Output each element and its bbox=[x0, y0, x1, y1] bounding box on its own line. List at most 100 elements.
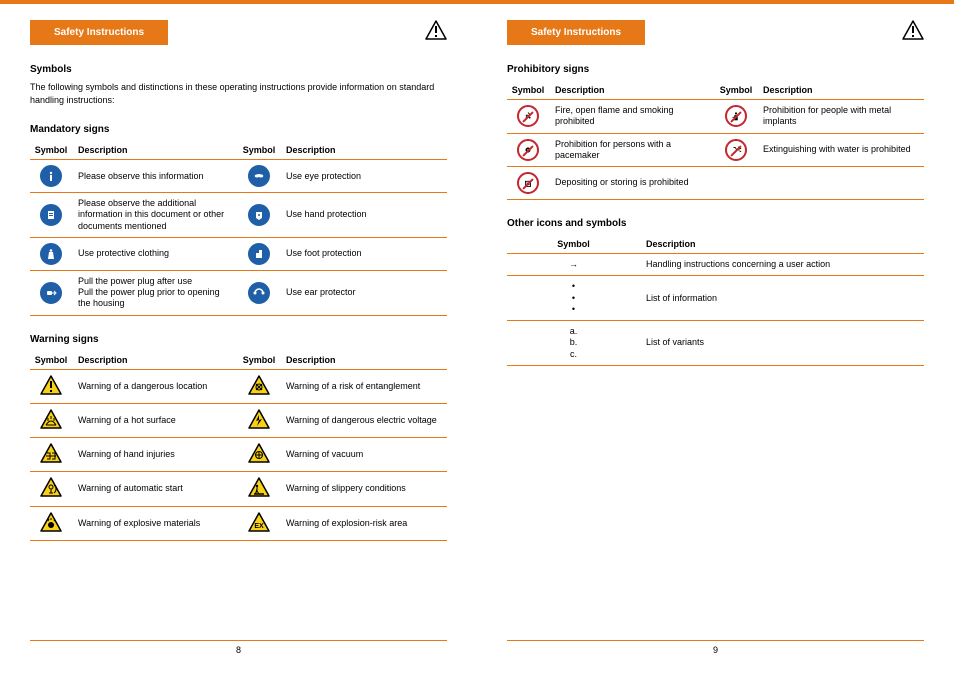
cell-desc: Depositing or storing is prohibited bbox=[555, 167, 715, 200]
mandatory-table: Symbol Description Symbol Description Pl… bbox=[30, 141, 447, 316]
cell-desc: Fire, open flame and smoking prohibited bbox=[555, 100, 715, 134]
cell-desc: Extinguishing with water is prohibited bbox=[763, 133, 924, 167]
warning-sign-icon bbox=[40, 375, 62, 395]
mandatory-sign-icon bbox=[40, 282, 62, 304]
table-row: Warning of explosive materials EX Warning … bbox=[30, 506, 447, 540]
cell-desc: Please observe this information bbox=[78, 160, 238, 193]
cell-desc: Use eye protection bbox=[286, 160, 447, 193]
table-row: •••List of information bbox=[507, 276, 924, 321]
cell-desc: Prohibition for persons with a pacemaker bbox=[555, 133, 715, 167]
prohibition-sign-icon bbox=[725, 105, 747, 127]
cell-desc: Warning of vacuum bbox=[286, 438, 447, 472]
cell-desc: Prohibition for people with metal implan… bbox=[763, 100, 924, 134]
prohibition-sign-icon bbox=[517, 172, 539, 194]
th-symbol: Symbol bbox=[30, 141, 78, 160]
cell-desc: Warning of explosion-risk area bbox=[286, 506, 447, 540]
table-row: Use protective clothing Use foot protecti… bbox=[30, 237, 447, 270]
warning-sign-icon bbox=[248, 375, 270, 395]
mandatory-sign-icon bbox=[40, 165, 62, 187]
header-row: Safety Instructions bbox=[507, 20, 924, 46]
header-tab: Safety Instructions bbox=[507, 20, 645, 45]
cell-desc: List of information bbox=[646, 276, 924, 321]
th-desc2: Description bbox=[286, 351, 447, 370]
table-row: Warning of a hot surface Warning of dange… bbox=[30, 403, 447, 437]
table-row: Please observe the additional informatio… bbox=[30, 193, 447, 238]
th-desc2: Description bbox=[763, 81, 924, 100]
th-symbol2: Symbol bbox=[715, 81, 763, 100]
table-row: Warning of hand injuries Warning of vacuu… bbox=[30, 438, 447, 472]
other-title: Other icons and symbols bbox=[507, 218, 924, 229]
page-right: Safety Instructions Prohibitory signs Sy… bbox=[477, 0, 954, 677]
page-number: 9 bbox=[713, 645, 718, 655]
prohibition-sign-icon bbox=[517, 139, 539, 161]
warning-sign-icon bbox=[40, 443, 62, 463]
cell-desc: Warning of hand injuries bbox=[78, 438, 238, 472]
footer: 9 bbox=[507, 640, 924, 655]
mandatory-sign-icon bbox=[248, 243, 270, 265]
mandatory-sign-icon bbox=[248, 165, 270, 187]
cell-symbol: ••• bbox=[507, 276, 646, 321]
warning-table: Symbol Description Symbol Description Wa… bbox=[30, 351, 447, 541]
cell-desc: Use hand protection bbox=[286, 193, 447, 238]
table-row: Fire, open flame and smoking prohibited P… bbox=[507, 100, 924, 134]
table-row: Prohibition for persons with a pacemaker… bbox=[507, 133, 924, 167]
cell-desc: Please observe the additional informatio… bbox=[78, 193, 238, 238]
cell-desc: Warning of explosive materials bbox=[78, 506, 238, 540]
other-table: Symbol Description →Handling instruction… bbox=[507, 235, 924, 366]
cell-desc: Warning of a risk of entanglement bbox=[286, 369, 447, 403]
th-desc2: Description bbox=[286, 141, 447, 160]
mandatory-sign-icon bbox=[40, 243, 62, 265]
top-accent-bar bbox=[477, 0, 954, 4]
table-row: Pull the power plug after usePull the po… bbox=[30, 270, 447, 315]
header-tab: Safety Instructions bbox=[30, 20, 168, 45]
warning-icon bbox=[902, 20, 924, 40]
table-row: Please observe this information Use eye p… bbox=[30, 160, 447, 193]
cell-desc: Warning of a hot surface bbox=[78, 403, 238, 437]
warning-icon bbox=[425, 20, 447, 40]
cell-desc: List of variants bbox=[646, 321, 924, 366]
prohibition-sign-icon bbox=[517, 105, 539, 127]
table-row: →Handling instructions concerning a user… bbox=[507, 254, 924, 276]
cell-symbol: a.b.c. bbox=[507, 321, 646, 366]
cell-desc: Use foot protection bbox=[286, 237, 447, 270]
table-row: a.b.c.List of variants bbox=[507, 321, 924, 366]
cell-desc: Warning of a dangerous location bbox=[78, 369, 238, 403]
symbols-intro: The following symbols and distinctions i… bbox=[30, 81, 447, 106]
mandatory-sign-icon bbox=[248, 282, 270, 304]
th-desc: Description bbox=[78, 351, 238, 370]
symbols-title: Symbols bbox=[30, 64, 447, 75]
cell-symbol: → bbox=[507, 254, 646, 276]
warning-sign-icon bbox=[248, 443, 270, 463]
header-row: Safety Instructions bbox=[30, 20, 447, 46]
cell-desc: Pull the power plug after usePull the po… bbox=[78, 270, 238, 315]
page-left: Safety Instructions Symbols The followin… bbox=[0, 0, 477, 677]
cell-desc: Use protective clothing bbox=[78, 237, 238, 270]
footer: 8 bbox=[30, 640, 447, 655]
page-number: 8 bbox=[236, 645, 241, 655]
prohibitory-title: Prohibitory signs bbox=[507, 64, 924, 75]
warning-sign-icon bbox=[40, 477, 62, 497]
prohibitory-table: Symbol Description Symbol Description Fi… bbox=[507, 81, 924, 200]
cell-desc: Warning of dangerous electric voltage bbox=[286, 403, 447, 437]
th-symbol2: Symbol bbox=[238, 141, 286, 160]
th-desc: Description bbox=[555, 81, 715, 100]
table-row: Warning of a dangerous location Warning o… bbox=[30, 369, 447, 403]
mandatory-sign-icon bbox=[248, 204, 270, 226]
svg-text:EX: EX bbox=[254, 523, 264, 530]
cell-desc: Use ear protector bbox=[286, 270, 447, 315]
th-symbol2: Symbol bbox=[238, 351, 286, 370]
th-desc: Description bbox=[78, 141, 238, 160]
th-symbol: Symbol bbox=[507, 81, 555, 100]
warning-sign-icon bbox=[248, 409, 270, 429]
table-row: Depositing or storing is prohibited bbox=[507, 167, 924, 200]
prohibition-sign-icon bbox=[725, 139, 747, 161]
warning-title: Warning signs bbox=[30, 334, 447, 345]
cell-desc: Warning of slippery conditions bbox=[286, 472, 447, 506]
th-symbol: Symbol bbox=[507, 235, 646, 254]
cell-desc: Warning of automatic start bbox=[78, 472, 238, 506]
mandatory-title: Mandatory signs bbox=[30, 124, 447, 135]
top-accent-bar bbox=[0, 0, 477, 4]
warning-sign-icon bbox=[40, 512, 62, 532]
mandatory-sign-icon bbox=[40, 204, 62, 226]
warning-sign-icon: EX bbox=[248, 512, 270, 532]
